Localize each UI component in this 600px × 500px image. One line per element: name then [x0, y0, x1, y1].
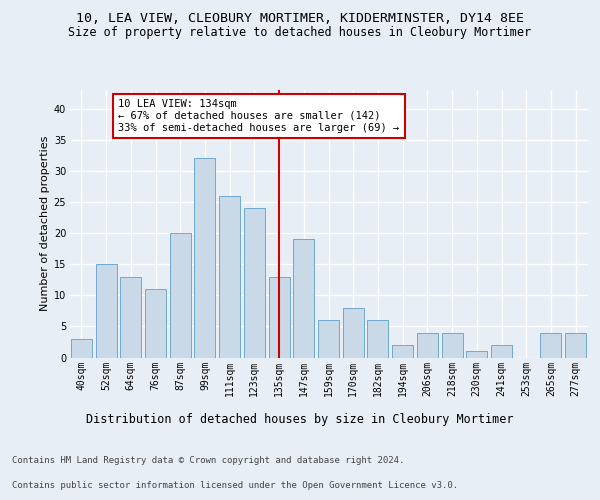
Bar [71, 339, 92, 357]
Text: Size of property relative to detached houses in Cleobury Mortimer: Size of property relative to detached ho… [68, 26, 532, 39]
Y-axis label: Number of detached properties: Number of detached properties [40, 136, 50, 312]
Bar [145, 289, 166, 358]
Bar [194, 158, 215, 358]
Bar [95, 264, 116, 358]
Bar [466, 352, 487, 358]
Bar [392, 345, 413, 358]
Bar [541, 332, 562, 357]
Text: Contains HM Land Registry data © Crown copyright and database right 2024.: Contains HM Land Registry data © Crown c… [12, 456, 404, 465]
Text: Contains public sector information licensed under the Open Government Licence v3: Contains public sector information licen… [12, 481, 458, 490]
Bar [244, 208, 265, 358]
Bar [269, 276, 290, 357]
Bar [442, 332, 463, 357]
Bar [417, 332, 438, 357]
Text: 10 LEA VIEW: 134sqm
← 67% of detached houses are smaller (142)
33% of semi-detac: 10 LEA VIEW: 134sqm ← 67% of detached ho… [118, 100, 400, 132]
Text: 10, LEA VIEW, CLEOBURY MORTIMER, KIDDERMINSTER, DY14 8EE: 10, LEA VIEW, CLEOBURY MORTIMER, KIDDERM… [76, 12, 524, 26]
Bar [491, 345, 512, 358]
Bar [170, 233, 191, 358]
Bar [343, 308, 364, 358]
Bar [219, 196, 240, 358]
Text: Distribution of detached houses by size in Cleobury Mortimer: Distribution of detached houses by size … [86, 412, 514, 426]
Bar [367, 320, 388, 358]
Bar [120, 276, 141, 357]
Bar [565, 332, 586, 357]
Bar [318, 320, 339, 358]
Bar [293, 240, 314, 358]
